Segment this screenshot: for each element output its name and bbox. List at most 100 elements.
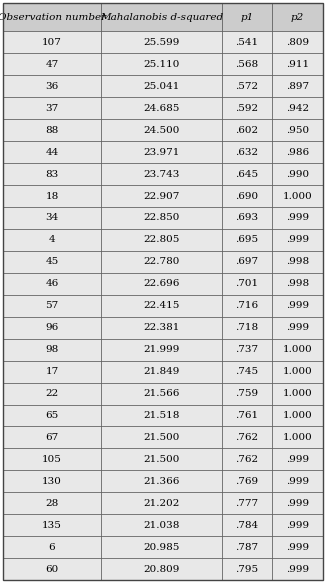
Text: .999: .999: [286, 213, 309, 223]
Bar: [3, 31, 101, 54]
Text: 135: 135: [42, 521, 62, 530]
Bar: [222, 427, 272, 448]
Bar: [3, 427, 101, 448]
Text: .897: .897: [286, 82, 309, 91]
Bar: [101, 141, 222, 163]
Bar: [272, 120, 323, 141]
Text: .572: .572: [235, 82, 259, 91]
Bar: [3, 470, 101, 492]
Bar: [272, 141, 323, 163]
Text: 1.000: 1.000: [282, 345, 312, 354]
Text: 22: 22: [45, 389, 59, 398]
Text: 28: 28: [45, 499, 59, 508]
Bar: [3, 273, 101, 295]
Text: 22.415: 22.415: [143, 301, 180, 310]
Bar: [3, 405, 101, 427]
Text: 65: 65: [45, 411, 59, 420]
Bar: [272, 448, 323, 470]
Text: 57: 57: [45, 301, 59, 310]
Bar: [101, 251, 222, 273]
Bar: [101, 97, 222, 120]
Text: 25.041: 25.041: [143, 82, 180, 91]
Bar: [3, 75, 101, 97]
Bar: [101, 382, 222, 405]
Text: .718: .718: [235, 323, 259, 332]
Text: 22.805: 22.805: [143, 236, 180, 244]
Bar: [222, 295, 272, 317]
Bar: [222, 207, 272, 229]
Text: .787: .787: [235, 543, 259, 552]
Bar: [101, 273, 222, 295]
Text: .759: .759: [235, 389, 259, 398]
Bar: [101, 229, 222, 251]
Text: 1.000: 1.000: [282, 367, 312, 376]
Bar: [272, 75, 323, 97]
Bar: [101, 295, 222, 317]
Text: 21.518: 21.518: [143, 411, 180, 420]
Bar: [101, 536, 222, 558]
Text: .999: .999: [286, 521, 309, 530]
Bar: [101, 317, 222, 339]
Text: .701: .701: [235, 279, 259, 289]
Bar: [101, 558, 222, 580]
Bar: [101, 514, 222, 536]
Text: .942: .942: [286, 104, 309, 113]
Text: 36: 36: [45, 82, 59, 91]
Bar: [222, 361, 272, 382]
Bar: [272, 163, 323, 185]
Bar: [3, 295, 101, 317]
Bar: [3, 361, 101, 382]
Bar: [272, 427, 323, 448]
Bar: [3, 207, 101, 229]
Bar: [3, 317, 101, 339]
Bar: [272, 405, 323, 427]
Text: 22.780: 22.780: [143, 257, 180, 266]
Text: .693: .693: [235, 213, 259, 223]
Bar: [101, 54, 222, 75]
Text: 107: 107: [42, 38, 62, 47]
Bar: [272, 536, 323, 558]
Text: 21.999: 21.999: [143, 345, 180, 354]
Text: 21.849: 21.849: [143, 367, 180, 376]
Bar: [101, 427, 222, 448]
Text: 4: 4: [49, 236, 55, 244]
Bar: [101, 405, 222, 427]
Text: 21.500: 21.500: [143, 433, 180, 442]
Text: 83: 83: [45, 170, 59, 178]
Text: .737: .737: [235, 345, 259, 354]
Text: .645: .645: [235, 170, 259, 178]
Text: 1.000: 1.000: [282, 433, 312, 442]
Bar: [101, 492, 222, 514]
Bar: [272, 295, 323, 317]
Text: 17: 17: [45, 367, 59, 376]
Text: .541: .541: [235, 38, 259, 47]
Bar: [222, 405, 272, 427]
Bar: [3, 141, 101, 163]
Text: .990: .990: [286, 170, 309, 178]
Text: .999: .999: [286, 543, 309, 552]
Text: 88: 88: [45, 126, 59, 135]
Text: .762: .762: [235, 455, 259, 464]
Bar: [272, 207, 323, 229]
Bar: [101, 448, 222, 470]
Text: .911: .911: [286, 60, 309, 69]
Bar: [222, 3, 272, 31]
Text: 46: 46: [45, 279, 59, 289]
Bar: [101, 163, 222, 185]
Text: 37: 37: [45, 104, 59, 113]
Bar: [272, 317, 323, 339]
Bar: [222, 120, 272, 141]
Text: 21.500: 21.500: [143, 455, 180, 464]
Bar: [222, 97, 272, 120]
Bar: [101, 470, 222, 492]
Text: 22.696: 22.696: [143, 279, 180, 289]
Bar: [272, 251, 323, 273]
Bar: [222, 31, 272, 54]
Text: 21.566: 21.566: [143, 389, 180, 398]
Bar: [3, 514, 101, 536]
Bar: [222, 339, 272, 361]
Text: .999: .999: [286, 301, 309, 310]
Text: 44: 44: [45, 147, 59, 157]
Text: p1: p1: [240, 13, 254, 22]
Bar: [3, 185, 101, 207]
